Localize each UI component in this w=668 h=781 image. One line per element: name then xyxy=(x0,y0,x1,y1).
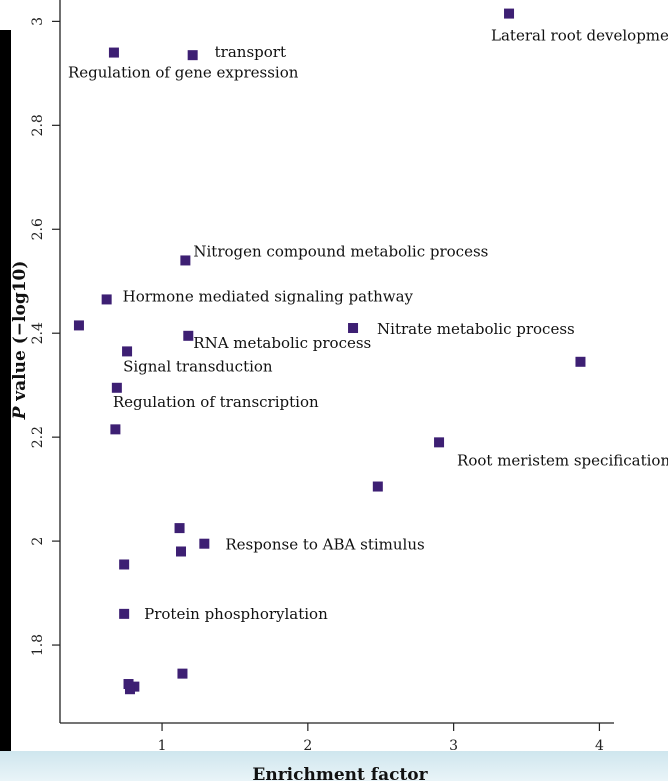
x-tick-label: 1 xyxy=(158,738,167,754)
y-tick-label: 2.2 xyxy=(30,426,46,448)
axes xyxy=(59,0,614,724)
data-point xyxy=(504,8,515,19)
data-point xyxy=(183,330,194,341)
point-label: Lateral root development xyxy=(491,27,668,45)
data-point xyxy=(110,424,121,435)
x-tick-label: 2 xyxy=(303,738,312,754)
y-tick-label: 3 xyxy=(30,17,46,26)
y-tick-label: 2.4 xyxy=(30,322,46,344)
point-label: Regulation of transcription xyxy=(113,393,319,411)
point-label: Nitrate metabolic process xyxy=(377,320,575,338)
y-tick-label: 2 xyxy=(30,537,46,546)
data-point xyxy=(123,679,134,690)
point-label: RNA metabolic process xyxy=(193,334,371,352)
data-point xyxy=(124,684,135,695)
y-tick-label: 2.6 xyxy=(30,218,46,240)
point-label: Signal transduction xyxy=(123,357,273,375)
y-tick-label: 2.8 xyxy=(30,114,46,136)
x-tick-label: 3 xyxy=(449,738,458,754)
data-point xyxy=(180,255,191,266)
data-point xyxy=(575,356,586,367)
data-point xyxy=(199,538,210,549)
data-point xyxy=(119,559,130,570)
data-point xyxy=(108,47,119,58)
point-labels: Lateral root development Regulation of ge… xyxy=(68,27,668,623)
point-label: Nitrogen compound metabolic process xyxy=(193,242,488,260)
y-axis-title-text: value (−log10) xyxy=(10,261,30,407)
point-label: Hormone mediated signaling pathway xyxy=(123,287,414,305)
left-edge-bar xyxy=(0,30,11,752)
data-point xyxy=(176,546,187,557)
ticks: 1 2 3 4 1.8 2 2.2 2.4 2.6 2.8 3 xyxy=(30,17,604,754)
x-tick-label: 4 xyxy=(595,738,604,754)
point-label: transport xyxy=(215,43,286,61)
data-point xyxy=(177,668,188,679)
data-point xyxy=(187,50,198,61)
point-label: Response to ABA stimulus xyxy=(225,536,424,554)
data-point xyxy=(434,437,445,448)
y-tick-label: 1.8 xyxy=(30,634,46,656)
x-axis-title: Enrichment factor xyxy=(252,765,428,781)
data-point xyxy=(348,323,359,334)
data-point xyxy=(122,346,133,357)
data-point xyxy=(111,382,122,393)
data-point xyxy=(174,523,185,534)
data-point xyxy=(101,294,112,305)
point-label: Regulation of gene expression xyxy=(68,64,299,82)
point-label: Protein phosphorylation xyxy=(144,605,328,623)
data-points xyxy=(73,8,586,695)
y-axis-title: P value (−log10) xyxy=(10,261,30,421)
data-point xyxy=(372,481,383,492)
data-point xyxy=(119,608,130,619)
y-axis-title-symbol: P xyxy=(10,405,30,420)
point-label: Root meristem specification xyxy=(457,451,668,469)
bottom-edge-strip xyxy=(0,751,668,781)
data-point xyxy=(73,320,84,331)
